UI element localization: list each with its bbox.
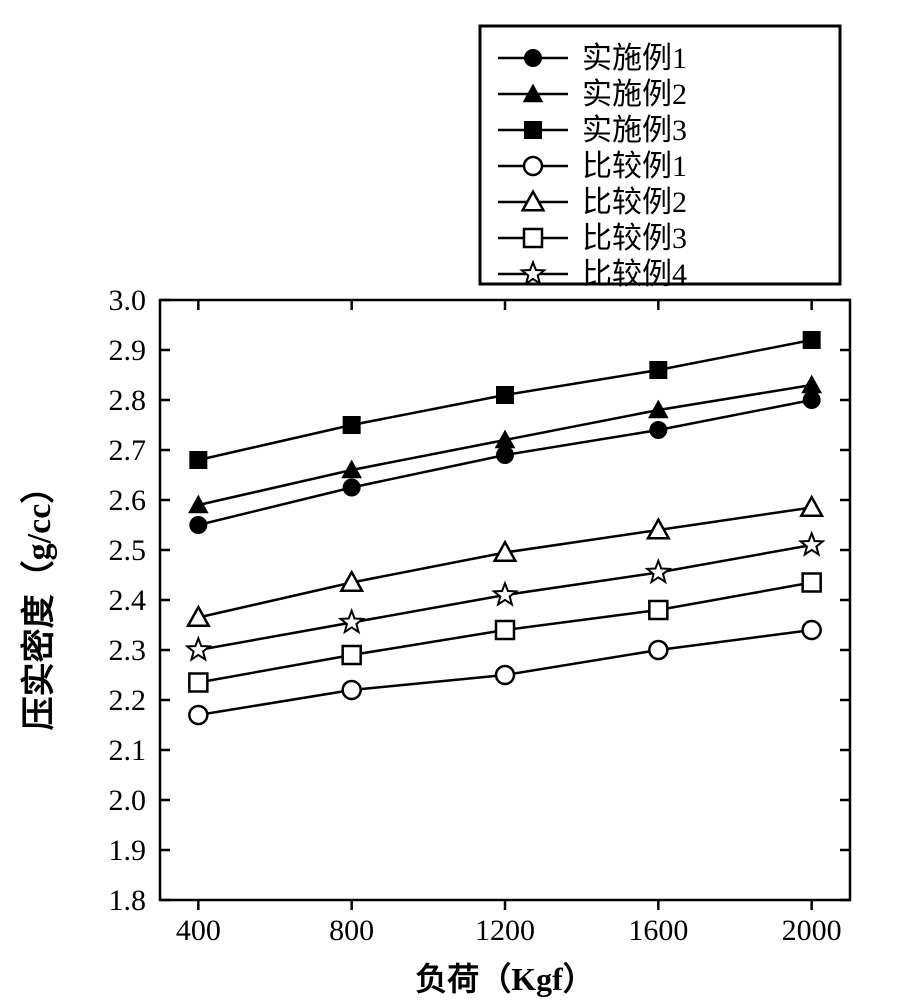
legend-label: 实施例1	[582, 42, 687, 75]
y-tick-label: 2.3	[109, 634, 147, 667]
y-tick-label: 2.9	[109, 334, 147, 367]
y-tick-label: 1.8	[109, 884, 147, 917]
y-tick-label: 2.1	[109, 734, 147, 767]
legend-label: 实施例3	[582, 114, 687, 147]
y-tick-label: 1.9	[109, 834, 147, 867]
y-tick-label: 2.6	[109, 484, 147, 517]
y-tick-label: 2.2	[109, 684, 147, 717]
x-tick-label: 400	[176, 914, 221, 947]
legend: 实施例1实施例2实施例3比较例1比较例2比较例3比较例4	[480, 26, 840, 291]
legend-label: 比较例1	[582, 150, 687, 183]
legend-label: 实施例2	[582, 78, 687, 111]
y-tick-label: 2.8	[109, 384, 147, 417]
y-tick-label: 3.0	[109, 284, 147, 317]
chart-svg: 400 800 1200 1600 2000 1.8 1.9 2.0 2.1 2.2 2.3 2.4 2…	[0, 0, 911, 1000]
legend-label: 比较例4	[582, 258, 687, 291]
x-tick-label: 1200	[475, 914, 535, 947]
x-tick-label: 800	[329, 914, 374, 947]
x-tick-label: 2000	[782, 914, 842, 947]
y-axis-label: 压实密度（g/cc）	[19, 470, 58, 731]
x-axis-label: 负荷（Kgf）	[415, 961, 595, 997]
y-tick-label: 2.4	[109, 584, 147, 617]
legend-label: 比较例3	[582, 222, 687, 255]
chart-container: 400 800 1200 1600 2000 1.8 1.9 2.0 2.1 2.2 2.3 2.4 2…	[0, 0, 911, 1000]
x-tick-label: 1600	[628, 914, 688, 947]
y-tick-label: 2.7	[109, 434, 147, 467]
y-tick-label: 2.5	[109, 534, 147, 567]
legend-label: 比较例2	[582, 186, 687, 219]
y-tick-label: 2.0	[109, 784, 147, 817]
